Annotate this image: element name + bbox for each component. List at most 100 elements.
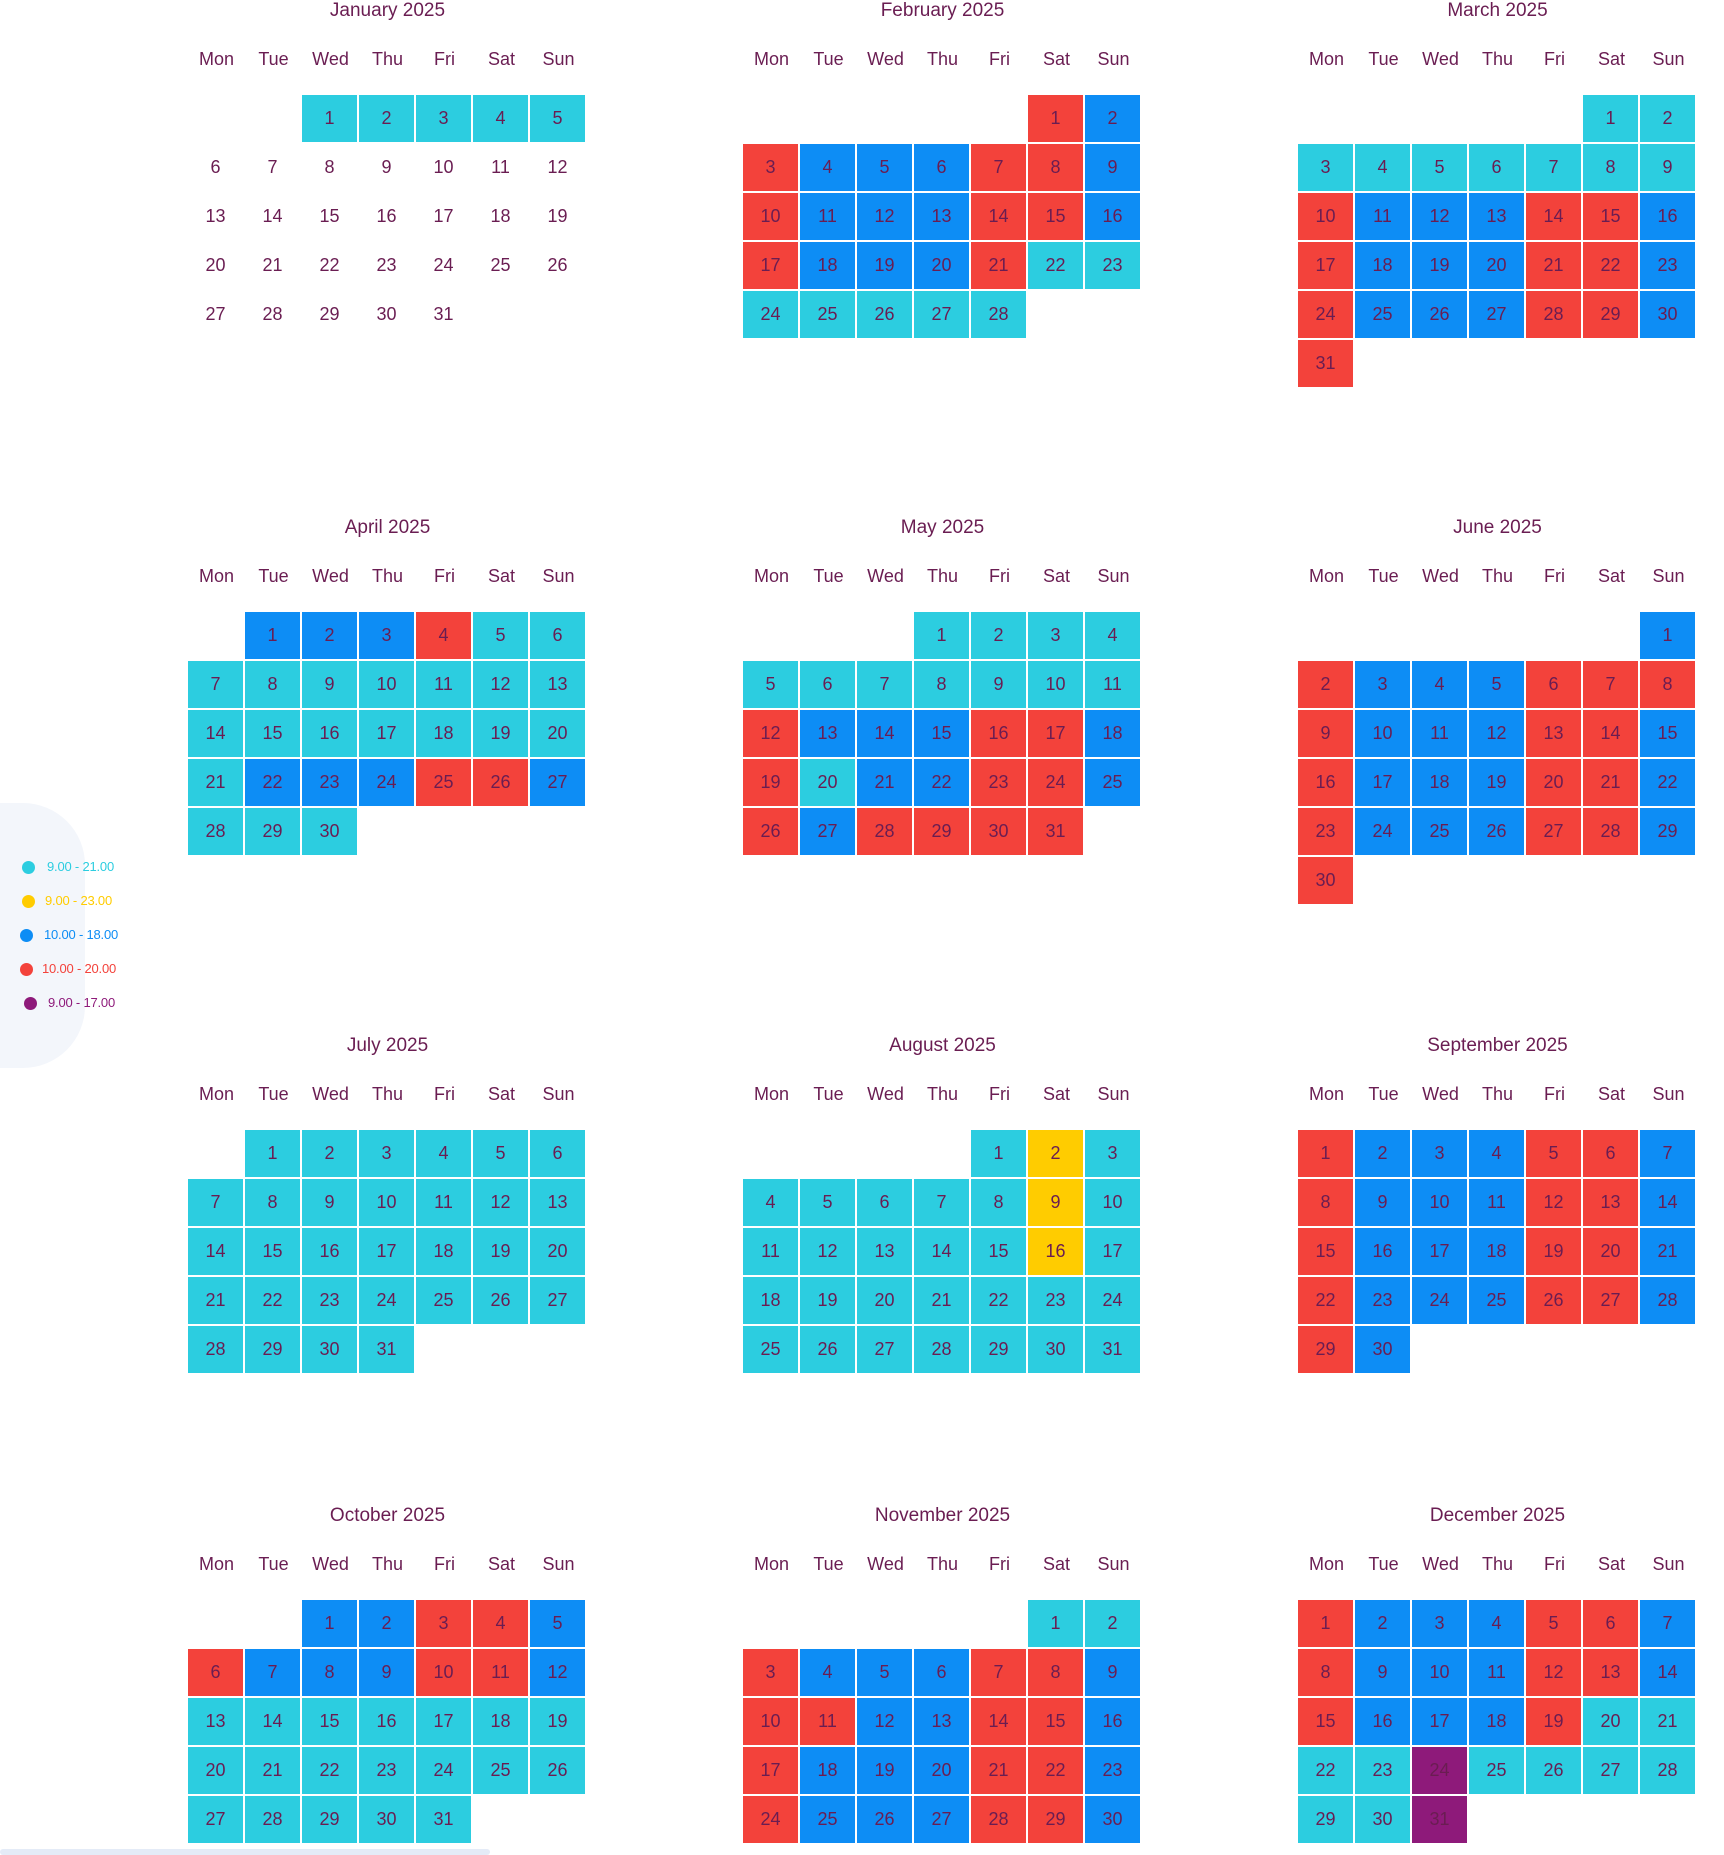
day-cell[interactable]: 12 bbox=[530, 1649, 585, 1696]
day-cell[interactable]: 3 bbox=[743, 144, 798, 191]
day-cell[interactable]: 23 bbox=[1028, 1277, 1083, 1324]
day-cell[interactable]: 28 bbox=[245, 1796, 300, 1843]
day-cell[interactable]: 28 bbox=[1526, 291, 1581, 338]
day-cell[interactable]: 27 bbox=[800, 808, 855, 855]
day-cell[interactable]: 11 bbox=[1469, 1179, 1524, 1226]
day-cell[interactable]: 11 bbox=[1355, 193, 1410, 240]
day-cell[interactable]: 7 bbox=[1526, 144, 1581, 191]
day-cell[interactable]: 26 bbox=[1526, 1747, 1581, 1794]
day-cell[interactable]: 26 bbox=[1469, 808, 1524, 855]
day-cell[interactable]: 12 bbox=[473, 1179, 528, 1226]
day-cell[interactable]: 25 bbox=[1469, 1277, 1524, 1324]
day-cell[interactable]: 1 bbox=[1298, 1130, 1353, 1177]
day-cell[interactable]: 24 bbox=[1085, 1277, 1140, 1324]
day-cell[interactable]: 7 bbox=[971, 1649, 1026, 1696]
day-cell[interactable]: 12 bbox=[800, 1228, 855, 1275]
day-cell[interactable]: 17 bbox=[359, 1228, 414, 1275]
day-cell[interactable]: 24 bbox=[1355, 808, 1410, 855]
day-cell[interactable]: 9 bbox=[1355, 1179, 1410, 1226]
day-cell[interactable]: 21 bbox=[245, 1747, 300, 1794]
day-cell[interactable]: 17 bbox=[1412, 1698, 1467, 1745]
day-cell[interactable]: 9 bbox=[381, 157, 392, 177]
day-cell[interactable]: 4 bbox=[1355, 144, 1410, 191]
day-cell[interactable]: 13 bbox=[1583, 1179, 1638, 1226]
day-cell[interactable]: 27 bbox=[1469, 291, 1524, 338]
day-cell[interactable]: 15 bbox=[1640, 710, 1695, 757]
day-cell[interactable]: 16 bbox=[971, 710, 1026, 757]
day-cell[interactable]: 13 bbox=[1469, 193, 1524, 240]
day-cell[interactable]: 7 bbox=[857, 661, 912, 708]
day-cell[interactable]: 2 bbox=[302, 612, 357, 659]
day-cell[interactable]: 27 bbox=[914, 291, 969, 338]
day-cell[interactable]: 8 bbox=[1298, 1179, 1353, 1226]
day-cell[interactable]: 30 bbox=[359, 1796, 414, 1843]
day-cell[interactable]: 25 bbox=[1085, 759, 1140, 806]
day-cell[interactable]: 28 bbox=[262, 304, 283, 324]
day-cell[interactable]: 14 bbox=[245, 1698, 300, 1745]
day-cell[interactable]: 19 bbox=[547, 206, 568, 226]
day-cell[interactable]: 15 bbox=[1583, 193, 1638, 240]
day-cell[interactable]: 12 bbox=[547, 157, 568, 177]
day-cell[interactable]: 28 bbox=[1640, 1747, 1695, 1794]
day-cell[interactable]: 9 bbox=[1298, 710, 1353, 757]
day-cell[interactable]: 21 bbox=[188, 759, 243, 806]
day-cell[interactable]: 17 bbox=[1298, 242, 1353, 289]
day-cell[interactable]: 14 bbox=[971, 1698, 1026, 1745]
day-cell[interactable]: 29 bbox=[245, 1326, 300, 1373]
day-cell[interactable]: 24 bbox=[1412, 1277, 1467, 1324]
day-cell[interactable]: 10 bbox=[743, 193, 798, 240]
day-cell[interactable]: 8 bbox=[1298, 1649, 1353, 1696]
day-cell[interactable]: 13 bbox=[914, 1698, 969, 1745]
day-cell[interactable]: 20 bbox=[1469, 242, 1524, 289]
day-cell[interactable]: 17 bbox=[1028, 710, 1083, 757]
day-cell[interactable]: 26 bbox=[1526, 1277, 1581, 1324]
day-cell[interactable]: 26 bbox=[1412, 291, 1467, 338]
day-cell[interactable]: 31 bbox=[359, 1326, 414, 1373]
day-cell[interactable]: 10 bbox=[416, 1649, 471, 1696]
day-cell[interactable]: 14 bbox=[1640, 1649, 1695, 1696]
day-cell[interactable]: 18 bbox=[490, 206, 511, 226]
day-cell[interactable]: 27 bbox=[530, 759, 585, 806]
day-cell[interactable]: 5 bbox=[1469, 661, 1524, 708]
day-cell[interactable]: 7 bbox=[1640, 1130, 1695, 1177]
day-cell[interactable]: 17 bbox=[743, 1747, 798, 1794]
day-cell[interactable]: 10 bbox=[1028, 661, 1083, 708]
day-cell[interactable]: 24 bbox=[359, 1277, 414, 1324]
day-cell[interactable]: 21 bbox=[188, 1277, 243, 1324]
day-cell[interactable]: 24 bbox=[743, 1796, 798, 1843]
day-cell[interactable]: 8 bbox=[1028, 144, 1083, 191]
day-cell[interactable]: 5 bbox=[1526, 1600, 1581, 1647]
horizontal-scrollbar[interactable] bbox=[0, 1849, 490, 1855]
day-cell[interactable]: 31 bbox=[1085, 1326, 1140, 1373]
day-cell[interactable]: 27 bbox=[1526, 808, 1581, 855]
day-cell[interactable]: 4 bbox=[800, 1649, 855, 1696]
day-cell[interactable]: 16 bbox=[1085, 193, 1140, 240]
day-cell[interactable]: 18 bbox=[1355, 242, 1410, 289]
day-cell[interactable]: 10 bbox=[433, 157, 454, 177]
day-cell[interactable]: 18 bbox=[416, 710, 471, 757]
day-cell[interactable]: 25 bbox=[416, 759, 471, 806]
day-cell[interactable]: 12 bbox=[857, 193, 912, 240]
day-cell[interactable]: 15 bbox=[319, 206, 340, 226]
day-cell[interactable]: 31 bbox=[416, 1796, 471, 1843]
day-cell[interactable]: 25 bbox=[473, 1747, 528, 1794]
day-cell[interactable]: 26 bbox=[857, 1796, 912, 1843]
day-cell[interactable]: 12 bbox=[1526, 1649, 1581, 1696]
day-cell[interactable]: 3 bbox=[1085, 1130, 1140, 1177]
day-cell[interactable]: 7 bbox=[188, 1179, 243, 1226]
day-cell[interactable]: 24 bbox=[359, 759, 414, 806]
day-cell[interactable]: 22 bbox=[971, 1277, 1026, 1324]
day-cell[interactable]: 2 bbox=[971, 612, 1026, 659]
day-cell[interactable]: 15 bbox=[1028, 193, 1083, 240]
day-cell[interactable]: 12 bbox=[1526, 1179, 1581, 1226]
day-cell[interactable]: 21 bbox=[971, 242, 1026, 289]
day-cell[interactable]: 23 bbox=[302, 1277, 357, 1324]
day-cell[interactable]: 2 bbox=[1355, 1600, 1410, 1647]
day-cell[interactable]: 11 bbox=[1085, 661, 1140, 708]
day-cell[interactable]: 10 bbox=[743, 1698, 798, 1745]
day-cell[interactable]: 22 bbox=[1640, 759, 1695, 806]
day-cell[interactable]: 18 bbox=[473, 1698, 528, 1745]
day-cell[interactable]: 7 bbox=[1583, 661, 1638, 708]
day-cell[interactable]: 11 bbox=[743, 1228, 798, 1275]
day-cell[interactable]: 16 bbox=[1355, 1228, 1410, 1275]
